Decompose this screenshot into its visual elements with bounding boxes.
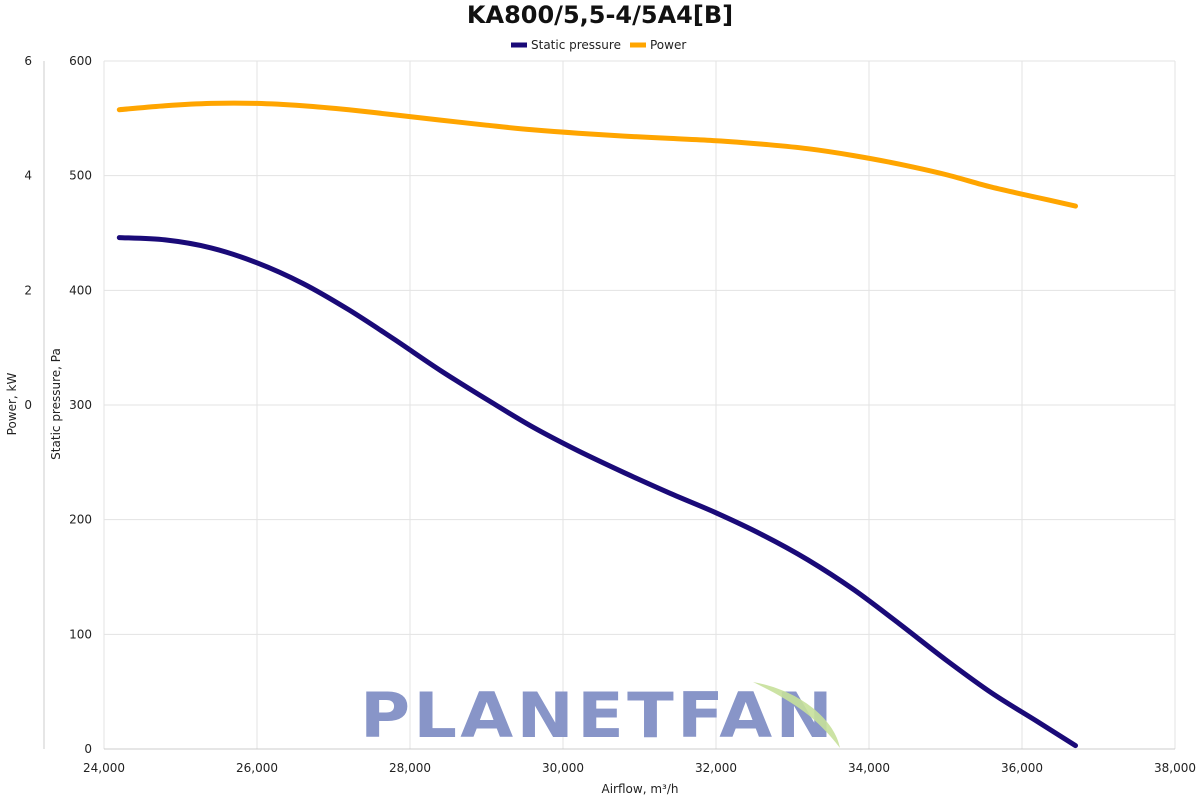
power-tick-label: 2 [24,283,32,297]
x-tick-label: 28,000 [389,761,431,775]
legend-item-static-pressure[interactable]: Static pressure [511,38,621,52]
x-tick-label: 24,000 [83,761,125,775]
legend-label: Static pressure [531,38,621,52]
chart-grid [103,60,1176,750]
power-tick-label: 4 [24,169,32,183]
x-tick-label: 30,000 [542,761,584,775]
pressure-tick-label: 300 [69,398,92,412]
pressure-tick-label: 200 [69,513,92,527]
watermark-text: PLANETFAN [360,679,836,752]
chart-legend[interactable]: Static pressure Power [511,38,686,52]
y-axis-label-pressure: Static pressure, Pa [49,348,63,460]
chart-axes: 24,000 26,000 28,000 30,000 32,000 34,000 36,0… [24,54,1196,775]
power-tick-label: 0 [24,398,32,412]
pressure-tick-label: 400 [69,283,92,297]
pressure-tick-label: 500 [69,169,92,183]
x-axis-label: Airflow, m³/h [602,782,679,796]
pressure-tick-label: 0 [84,742,92,756]
pressure-tick-label: 100 [69,627,92,641]
x-tick-label: 38,000 [1154,761,1196,775]
x-tick-label: 36,000 [1001,761,1043,775]
power-tick-label: 6 [24,54,32,68]
y-axis-label-power: Power, kW [5,373,19,436]
legend-item-power[interactable]: Power [630,38,686,52]
series-line-static-pressure [116,235,1078,749]
chart-series [116,100,1078,749]
chart-title: KA800/5,5-4/5A4[B] [467,1,733,29]
legend-label: Power [650,38,686,52]
x-tick-label: 34,000 [848,761,890,775]
x-tick-label: 26,000 [236,761,278,775]
series-line-power [116,100,1078,209]
x-tick-label: 32,000 [695,761,737,775]
pressure-tick-label: 600 [69,54,92,68]
planetfan-watermark: PLANETFAN [360,679,840,752]
